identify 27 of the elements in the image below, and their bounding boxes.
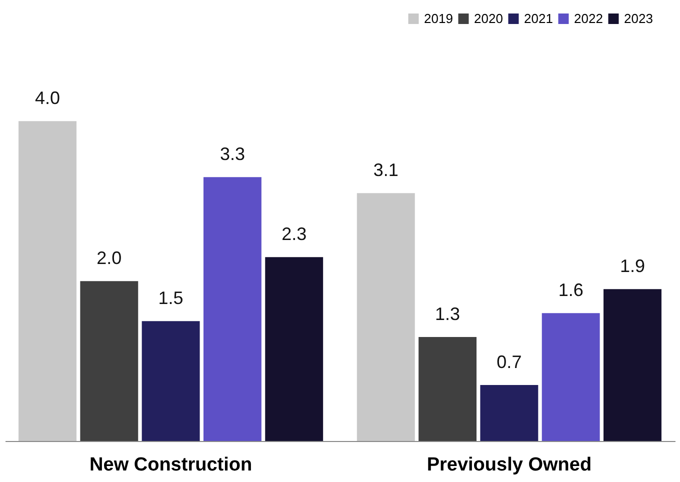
x-tick-label: Previously Owned (426, 454, 592, 476)
bar (80, 281, 138, 441)
data-label: 0.7 (496, 352, 522, 372)
data-label: 2.0 (96, 248, 122, 268)
legend-label: 2020 (474, 10, 503, 26)
legend-label: 2019 (424, 10, 453, 26)
data-label: 3.3 (220, 144, 245, 164)
bar (142, 321, 200, 441)
bar (18, 121, 76, 441)
bar (356, 193, 415, 441)
bar (604, 289, 662, 441)
data-label: 2.3 (282, 224, 307, 244)
bar (480, 385, 538, 441)
data-label: 1.3 (435, 304, 460, 324)
data-label: 1.9 (620, 256, 646, 276)
data-label: 3.1 (373, 160, 398, 180)
bar (542, 313, 600, 441)
data-label: 1.6 (558, 280, 584, 300)
bar (203, 177, 262, 441)
bar (418, 337, 477, 441)
x-tick-label: New Construction (90, 454, 252, 476)
bar (265, 257, 324, 441)
data-label: 1.5 (158, 288, 184, 308)
legend-label: 2023 (624, 10, 653, 26)
legend-label: 2021 (524, 10, 553, 26)
data-label: 4.0 (34, 88, 60, 108)
legend-label: 2022 (574, 10, 603, 26)
